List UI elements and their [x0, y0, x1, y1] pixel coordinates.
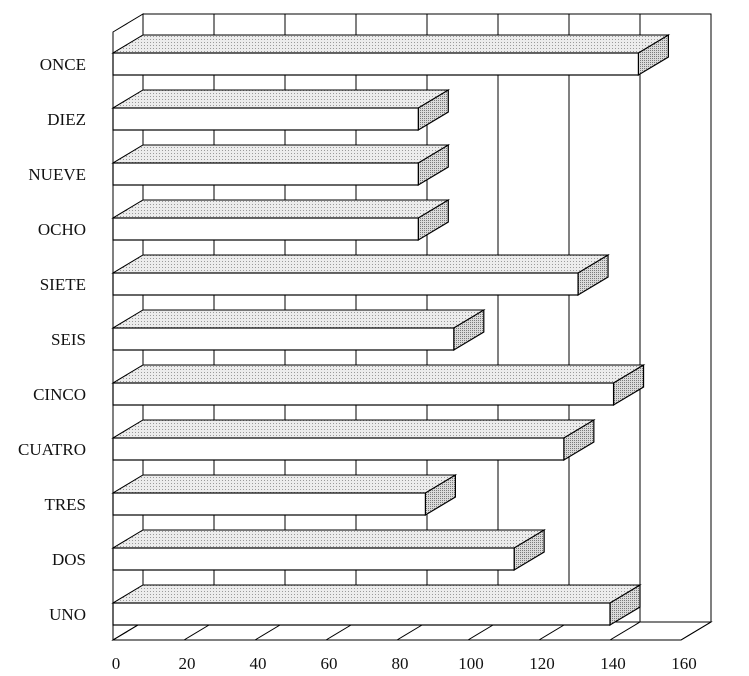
- bar-front-face: [112, 107, 419, 131]
- bar-top-face: [111, 364, 646, 384]
- x-tick-label: 40: [250, 654, 267, 673]
- category-label: NUEVE: [28, 165, 86, 184]
- bar-front-face: [112, 547, 515, 571]
- bar-top-face: [111, 254, 610, 274]
- category-label: CUATRO: [18, 440, 86, 459]
- bar-front-face: [112, 162, 419, 186]
- bar-uno: [111, 583, 642, 627]
- x-tick-label: 160: [671, 654, 697, 673]
- bar-nueve: [111, 143, 451, 187]
- bar-siete: [111, 253, 610, 297]
- bar-front-face: [112, 382, 615, 406]
- category-label: CINCO: [33, 385, 86, 404]
- bar-front-face: [112, 327, 455, 351]
- category-label: OCHO: [38, 220, 86, 239]
- x-tick-label: 120: [529, 654, 555, 673]
- bar-top-face: [111, 34, 671, 54]
- x-tick-label: 100: [458, 654, 484, 673]
- category-label: SEIS: [51, 330, 86, 349]
- category-label: SIETE: [40, 275, 86, 294]
- x-axis-tick-labels: 0 20 40 60 80 100 120 140 160: [112, 654, 697, 673]
- bar-top-face: [111, 419, 596, 439]
- x-tick-label: 60: [321, 654, 338, 673]
- category-label: ONCE: [40, 55, 86, 74]
- floor-gridline: [609, 621, 641, 641]
- x-tick-label: 0: [112, 654, 121, 673]
- category-labels: ONCE DIEZ NUEVE OCHO SIETE SEIS CINCO CUATRO TRE…: [18, 55, 86, 624]
- bar-top-face: [111, 199, 451, 219]
- bar-top-face: [111, 89, 451, 109]
- bar-front-face: [112, 272, 579, 296]
- category-label: UNO: [49, 605, 86, 624]
- bar-top-face: [111, 584, 642, 604]
- category-label: DIEZ: [47, 110, 86, 129]
- bar-front-face: [112, 492, 426, 516]
- bar-top-face: [111, 309, 486, 329]
- category-label: TRES: [44, 495, 86, 514]
- bar-top-face: [111, 474, 458, 494]
- bar-seis: [111, 308, 486, 352]
- bar-cinco: [111, 363, 646, 407]
- bar-top-face: [111, 529, 546, 549]
- x-tick-label: 20: [179, 654, 196, 673]
- bar-front-face: [112, 437, 565, 461]
- bar-top-face: [111, 144, 451, 164]
- bar-tres: [111, 473, 458, 517]
- bar-ocho: [111, 198, 451, 242]
- bar-dos: [111, 528, 546, 572]
- x-tick-label: 140: [600, 654, 626, 673]
- bars: [111, 33, 671, 627]
- bar-cuatro: [111, 418, 596, 462]
- bar-once: [111, 33, 671, 77]
- floor-gridline: [680, 621, 712, 641]
- category-label: DOS: [52, 550, 86, 569]
- bar-front-face: [112, 52, 640, 76]
- bar-diez: [111, 88, 451, 132]
- x-tick-label: 80: [392, 654, 409, 673]
- bar-front-face: [112, 602, 611, 626]
- bar-front-face: [112, 217, 419, 241]
